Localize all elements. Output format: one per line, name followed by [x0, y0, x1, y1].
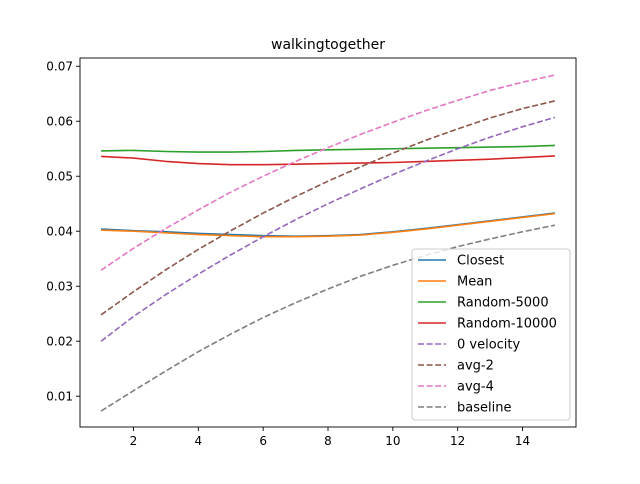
- y-tick-label: 0.01: [46, 390, 73, 404]
- x-tick-label: 6: [259, 434, 267, 448]
- y-axis: 0.01 0.02 0.03 0.04 0.05 0.06 0.07: [46, 60, 80, 404]
- series-line-random-10000: [101, 155, 555, 166]
- y-tick-label: 0.04: [46, 225, 73, 239]
- series-line-avg-2: [100, 100, 556, 316]
- series-line-mean: [101, 212, 556, 238]
- series-line-avg-4: [100, 74, 556, 271]
- legend-label: avg-4: [457, 380, 494, 395]
- legend-label: avg-2: [457, 359, 494, 374]
- series-line-baseline: [100, 224, 556, 412]
- y-tick-label: 0.06: [46, 115, 73, 129]
- legend-label: 0 velocity: [457, 338, 521, 353]
- x-tick-label: 2: [130, 434, 138, 448]
- legend-label: Random-10000: [457, 317, 557, 332]
- x-tick-label: 14: [515, 434, 530, 448]
- series-line-random-5000: [101, 144, 555, 153]
- chart-title: walkingtogether: [271, 37, 385, 53]
- y-tick-label: 0.03: [46, 280, 73, 294]
- x-tick-label: 12: [450, 434, 465, 448]
- y-tick-label: 0.07: [46, 60, 73, 74]
- legend-label: baseline: [457, 401, 511, 416]
- y-tick-label: 0.02: [46, 335, 73, 349]
- y-tick-label: 0.05: [46, 170, 73, 184]
- x-tick-label: 10: [385, 434, 400, 448]
- x-tick-label: 4: [195, 434, 203, 448]
- x-axis: 2 4 6 8 10 12 14: [130, 427, 530, 448]
- series-layer: [100, 74, 556, 412]
- legend: Closest Mean Random-5000 Random-10000 0 velo…: [411, 248, 571, 421]
- legend-label: Random-5000: [457, 296, 549, 311]
- x-tick-label: 8: [324, 434, 332, 448]
- legend-label: Mean: [457, 275, 492, 290]
- legend-box: [411, 248, 571, 421]
- legend-label: Closest: [457, 254, 504, 269]
